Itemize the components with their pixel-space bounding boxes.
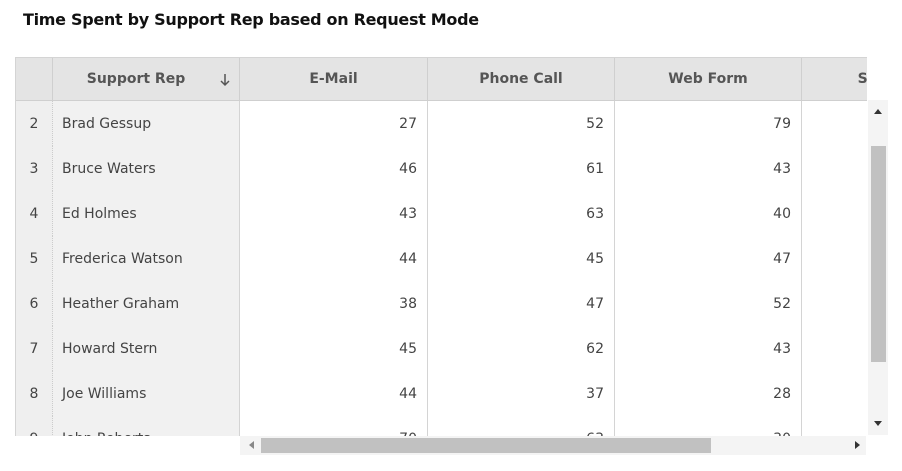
value-cell: 43 — [615, 146, 802, 191]
row-number: 9 — [16, 416, 53, 436]
sort-icon — [220, 74, 230, 87]
summary-cell — [802, 326, 867, 371]
summary-cell — [802, 416, 867, 436]
value-cell: 28 — [615, 371, 802, 416]
value-cell: 30 — [615, 416, 802, 436]
rep-name: Howard Stern — [53, 326, 240, 371]
summary-cell — [802, 371, 867, 416]
column-header[interactable]: Support Rep — [53, 58, 240, 101]
value-cell: 44 — [240, 371, 428, 416]
value-cell: 47 — [428, 281, 615, 326]
corner-header[interactable] — [16, 58, 53, 101]
value-cell: 43 — [615, 326, 802, 371]
summary-cell — [802, 281, 867, 326]
value-cell: 45 — [428, 236, 615, 281]
row-number: 7 — [16, 326, 53, 371]
row-number: 3 — [16, 146, 53, 191]
horizontal-scrollbar[interactable] — [240, 436, 866, 455]
value-cell: 45 — [240, 326, 428, 371]
rep-name: Bruce Waters — [53, 146, 240, 191]
value-cell: 44 — [240, 236, 428, 281]
value-cell: 52 — [428, 101, 615, 146]
row-number: 5 — [16, 236, 53, 281]
title: Time Spent by Support Rep based on Reque… — [23, 10, 479, 29]
column-header[interactable]: Summary — [802, 58, 867, 101]
value-cell: 61 — [428, 146, 615, 191]
row-number: 6 — [16, 281, 53, 326]
summary-cell — [802, 236, 867, 281]
rep-name: John Roberts — [53, 416, 240, 436]
rep-name: Joe Williams — [53, 371, 240, 416]
rep-name: Ed Holmes — [53, 191, 240, 236]
scrollbar-graphics — [871, 109, 886, 426]
row-number: 8 — [16, 371, 53, 416]
value-cell: 63 — [428, 191, 615, 236]
value-cell: 37 — [428, 371, 615, 416]
summary-cell — [802, 101, 867, 146]
value-cell: 46 — [240, 146, 428, 191]
rep-name: Frederica Watson — [53, 236, 240, 281]
value-cell: 43 — [240, 191, 428, 236]
summary-cell — [802, 146, 867, 191]
row-number: 2 — [16, 101, 53, 146]
rep-name: Brad Gessup — [53, 101, 240, 146]
value-cell: 79 — [615, 101, 802, 146]
column-header[interactable]: Phone Call — [428, 58, 615, 101]
value-cell: 38 — [240, 281, 428, 326]
column-header[interactable]: E-Mail — [240, 58, 428, 101]
rep-name: Heather Graham — [53, 281, 240, 326]
column-header[interactable]: Web Form — [615, 58, 802, 101]
value-cell: 63 — [428, 416, 615, 436]
value-cell: 52 — [615, 281, 802, 326]
summary-cell — [802, 191, 867, 236]
row-number: 4 — [16, 191, 53, 236]
value-cell: 62 — [428, 326, 615, 371]
scrollbar-graphics — [249, 438, 860, 453]
value-cell: 27 — [240, 101, 428, 146]
value-cell: 40 — [615, 191, 802, 236]
value-cell: 70 — [240, 416, 428, 436]
vertical-scrollbar[interactable] — [868, 100, 888, 435]
value-cell: 47 — [615, 236, 802, 281]
